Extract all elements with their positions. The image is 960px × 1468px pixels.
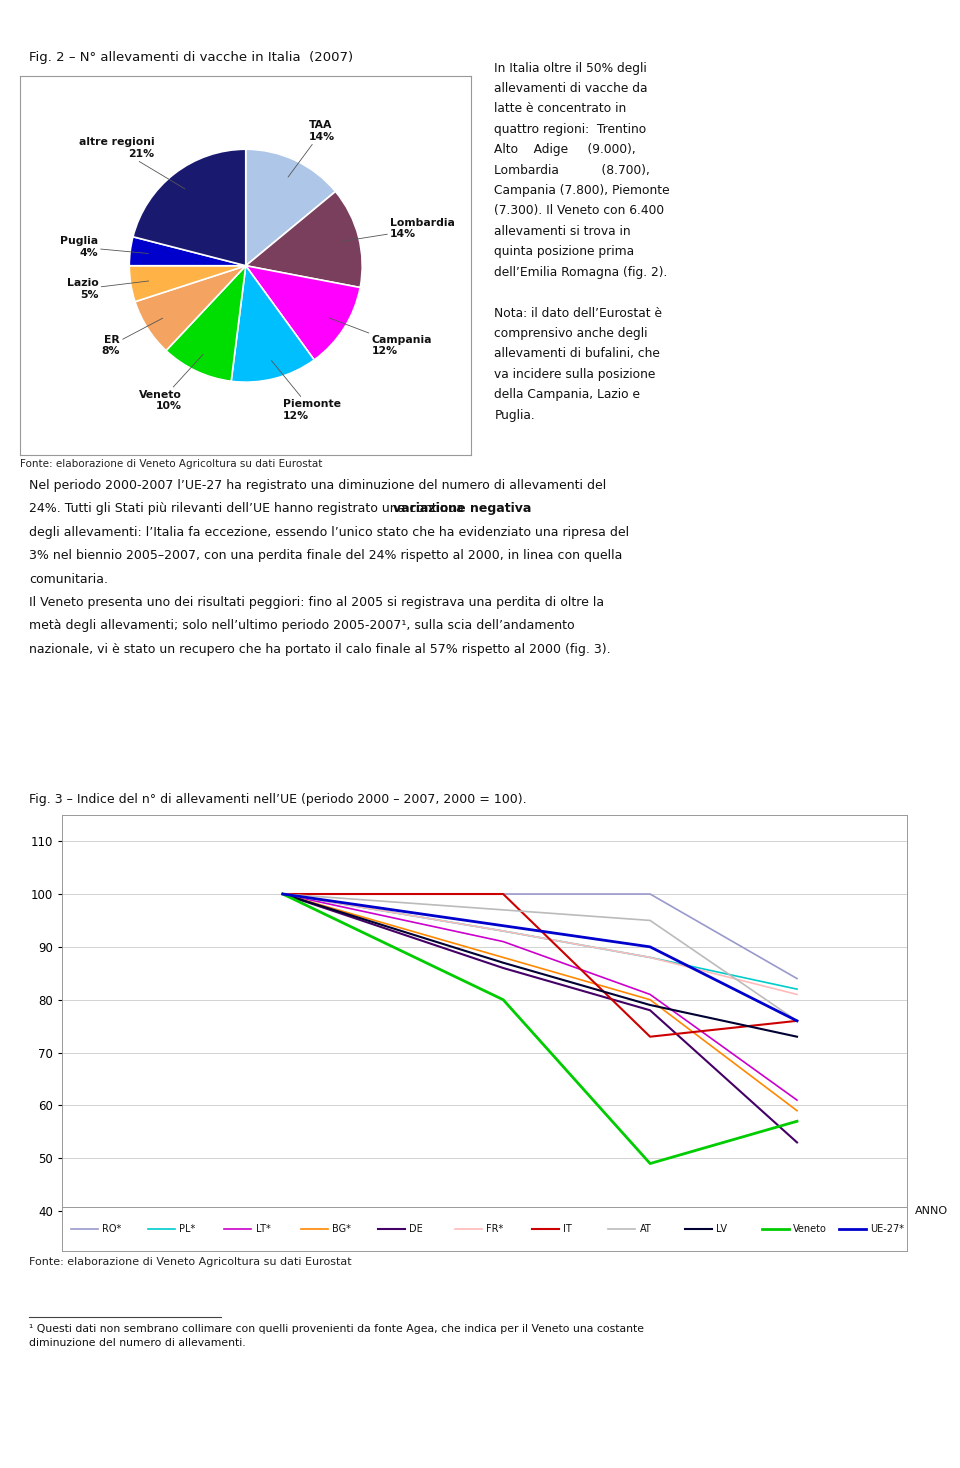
Text: TAA
14%: TAA 14% — [288, 120, 335, 178]
Text: ANNO: ANNO — [915, 1207, 948, 1216]
Wedge shape — [246, 191, 362, 288]
Text: Campania
12%: Campania 12% — [329, 319, 432, 357]
Text: metà degli allevamenti; solo nell’ultimo periodo 2005-2007¹, sulla scia dell’and: metà degli allevamenti; solo nell’ultimo… — [29, 619, 574, 633]
Text: Puglia.: Puglia. — [494, 408, 535, 421]
Text: LV: LV — [716, 1224, 728, 1233]
Text: FR*: FR* — [486, 1224, 503, 1233]
Text: 3% nel biennio 2005–2007, con una perdita finale del 24% rispetto al 2000, in li: 3% nel biennio 2005–2007, con una perdit… — [29, 549, 622, 562]
Text: AT: AT — [639, 1224, 651, 1233]
Text: latte è concentrato in: latte è concentrato in — [494, 103, 627, 116]
Text: nazionale, vi è stato un recupero che ha portato il calo finale al 57% rispetto : nazionale, vi è stato un recupero che ha… — [29, 643, 611, 656]
Wedge shape — [130, 236, 246, 266]
Text: UE-27*: UE-27* — [870, 1224, 904, 1233]
Text: RO*: RO* — [102, 1224, 121, 1233]
Text: comunitaria.: comunitaria. — [29, 573, 108, 586]
Text: Fig. 2 – N° allevamenti di vacche in Italia  (2007): Fig. 2 – N° allevamenti di vacche in Ita… — [29, 51, 353, 65]
Wedge shape — [166, 266, 246, 382]
Text: dell’Emilia Romagna (fig. 2).: dell’Emilia Romagna (fig. 2). — [494, 266, 668, 279]
Text: Lombardia           (8.700),: Lombardia (8.700), — [494, 163, 650, 176]
Text: Alto    Adige     (9.000),: Alto Adige (9.000), — [494, 144, 636, 156]
Text: Fonte: elaborazione di Veneto Agricoltura su dati Eurostat: Fonte: elaborazione di Veneto Agricoltur… — [20, 459, 323, 470]
Text: Fonte: elaborazione di Veneto Agricoltura su dati Eurostat: Fonte: elaborazione di Veneto Agricoltur… — [29, 1257, 351, 1267]
Text: Nel periodo 2000-2007 l’UE-27 ha registrato una diminuzione del numero di alleva: Nel periodo 2000-2007 l’UE-27 ha registr… — [29, 479, 606, 492]
Text: altre regioni
21%: altre regioni 21% — [79, 137, 185, 189]
Text: Campania (7.800), Piemonte: Campania (7.800), Piemonte — [494, 184, 670, 197]
Text: Il Veneto presenta uno dei risultati peggiori: fino al 2005 si registrava una pe: Il Veneto presenta uno dei risultati peg… — [29, 596, 604, 609]
Wedge shape — [246, 150, 335, 266]
Text: DE: DE — [409, 1224, 423, 1233]
Text: allevamenti si trova in: allevamenti si trova in — [494, 225, 631, 238]
Wedge shape — [130, 266, 246, 302]
Text: ER
8%: ER 8% — [102, 319, 162, 357]
Text: Veneto: Veneto — [793, 1224, 827, 1233]
Text: comprensivo anche degli: comprensivo anche degli — [494, 327, 648, 341]
Text: Veneto
10%: Veneto 10% — [139, 354, 204, 411]
Text: In Italia oltre il 50% degli: In Italia oltre il 50% degli — [494, 62, 647, 75]
Wedge shape — [246, 266, 360, 360]
Text: quinta posizione prima: quinta posizione prima — [494, 245, 635, 258]
Wedge shape — [135, 266, 246, 351]
Text: Nota: il dato dell’Eurostat è: Nota: il dato dell’Eurostat è — [494, 307, 662, 320]
Text: ¹ Questi dati non sembrano collimare con quelli provenienti da fonte Agea, che i: ¹ Questi dati non sembrano collimare con… — [29, 1324, 644, 1348]
Text: quattro regioni:  Trentino: quattro regioni: Trentino — [494, 123, 647, 137]
Text: allevamenti di bufalini, che: allevamenti di bufalini, che — [494, 348, 660, 360]
Text: BG*: BG* — [332, 1224, 351, 1233]
Wedge shape — [132, 150, 246, 266]
Text: della Campania, Lazio e: della Campania, Lazio e — [494, 388, 640, 401]
Text: 3: 3 — [925, 1447, 936, 1462]
Text: Lazio
5%: Lazio 5% — [67, 279, 149, 299]
Text: IT: IT — [563, 1224, 571, 1233]
Text: Puglia
4%: Puglia 4% — [60, 236, 148, 258]
Text: Fig. 3 – Indice del n° di allevamenti nell’UE (periodo 2000 – 2007, 2000 = 100).: Fig. 3 – Indice del n° di allevamenti ne… — [29, 793, 526, 806]
Text: PL*: PL* — [179, 1224, 195, 1233]
Text: allevamenti di vacche da: allevamenti di vacche da — [494, 82, 648, 95]
Text: variazione negativa: variazione negativa — [394, 502, 532, 515]
Text: LT*: LT* — [255, 1224, 271, 1233]
Text: va incidere sulla posizione: va incidere sulla posizione — [494, 367, 656, 380]
Text: 24%. Tutti gli Stati più rilevanti dell’UE hanno registrato una continua: 24%. Tutti gli Stati più rilevanti dell’… — [29, 502, 468, 515]
Text: degli allevamenti: l’Italia fa eccezione, essendo l’unico stato che ha evidenzia: degli allevamenti: l’Italia fa eccezione… — [29, 526, 629, 539]
Text: Lombardia
14%: Lombardia 14% — [341, 217, 455, 242]
Wedge shape — [231, 266, 314, 382]
Text: (7.300). Il Veneto con 6.400: (7.300). Il Veneto con 6.400 — [494, 204, 664, 217]
Text: Piemonte
12%: Piemonte 12% — [272, 360, 341, 421]
